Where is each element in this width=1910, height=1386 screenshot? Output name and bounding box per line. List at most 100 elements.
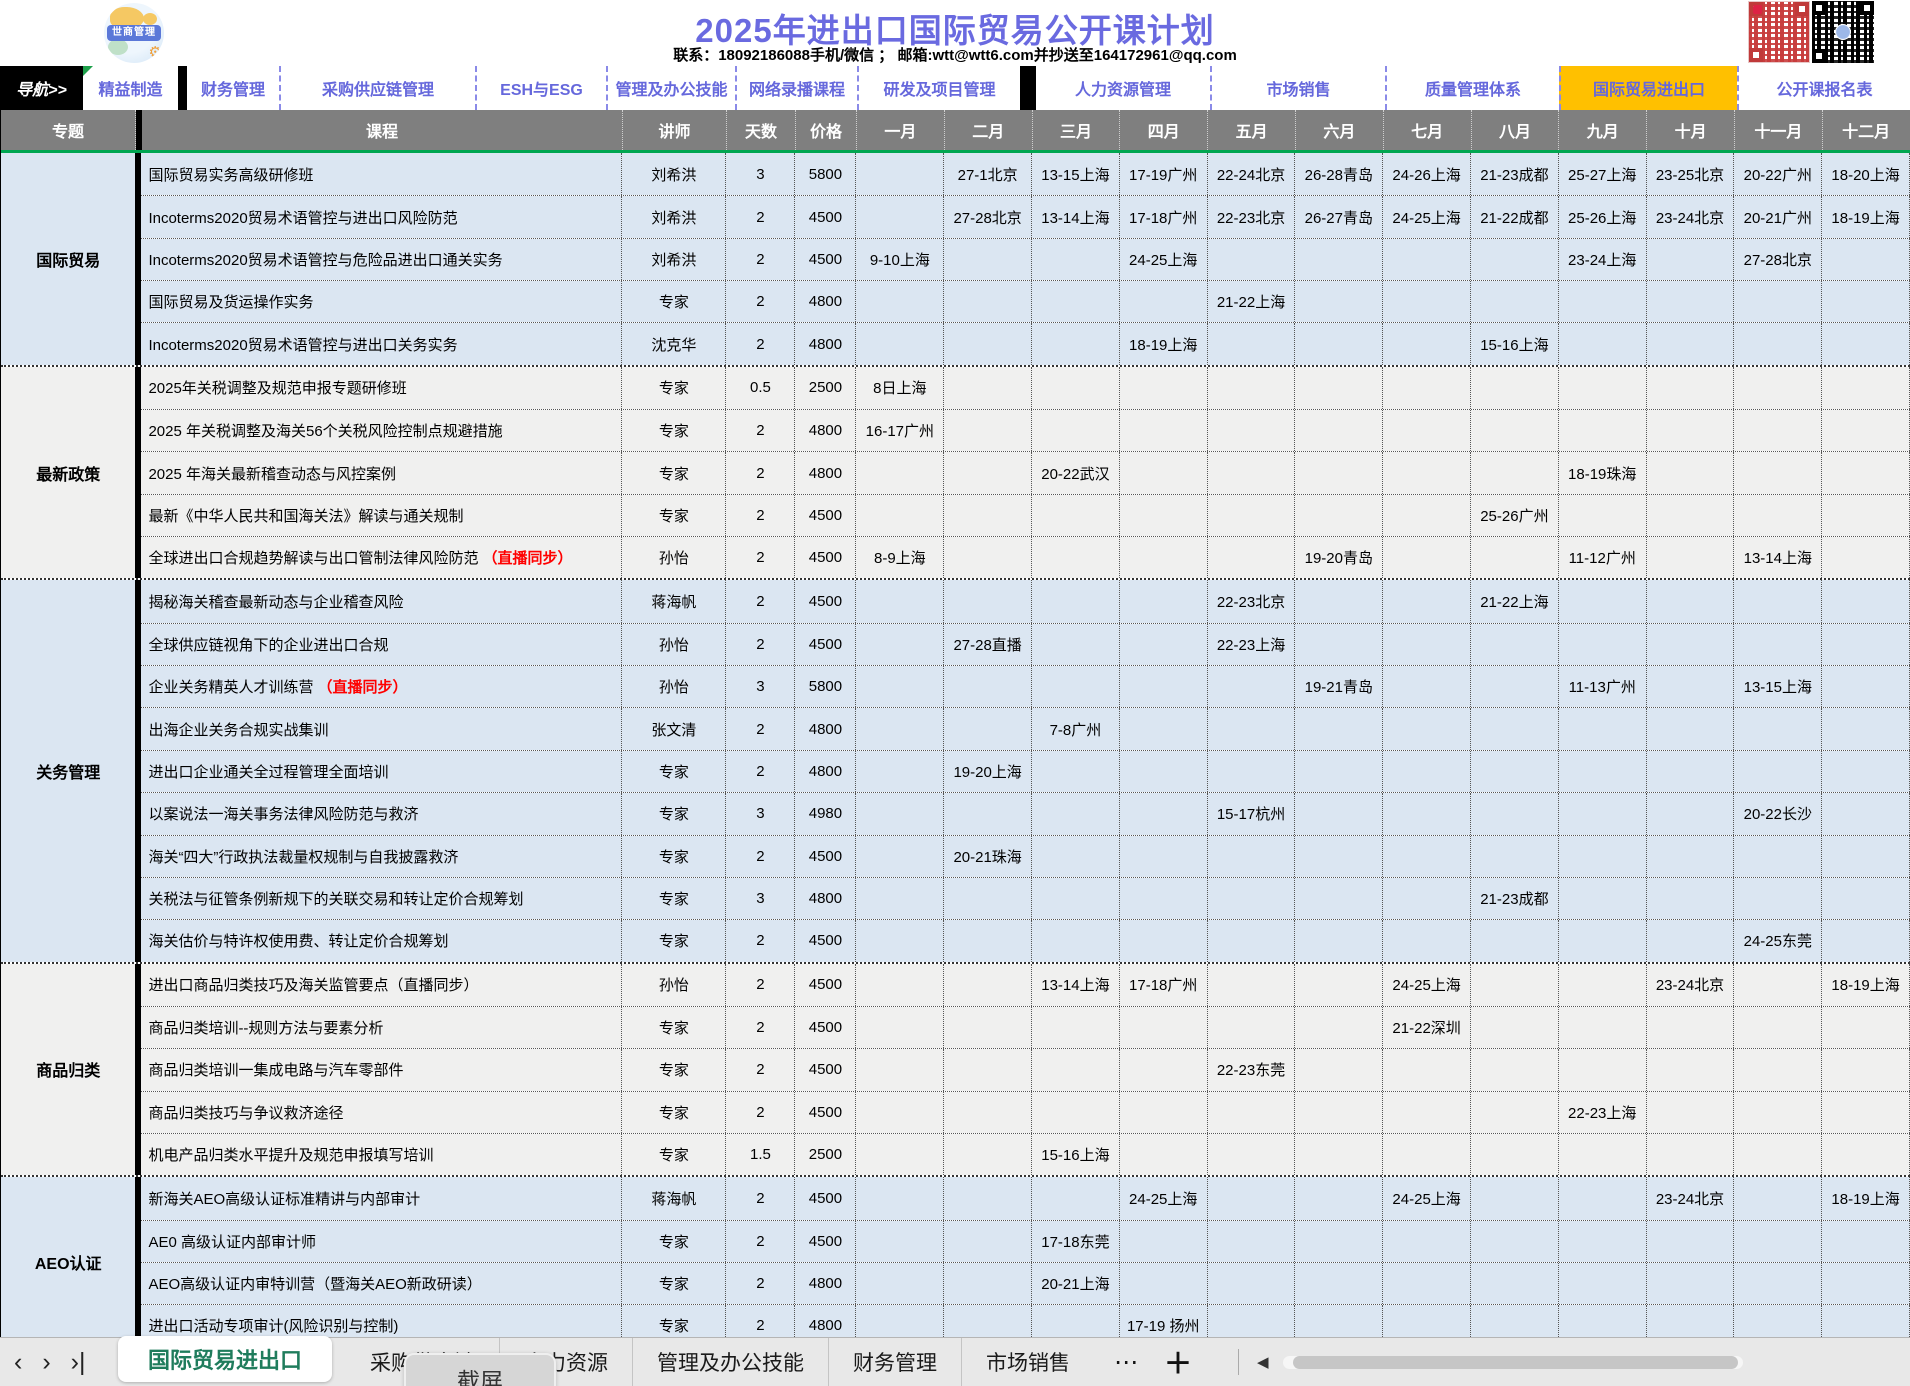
schedule-cell-十月[interactable] — [1646, 1049, 1735, 1091]
schedule-cell-十一月[interactable] — [1734, 1049, 1823, 1091]
teacher-cell[interactable]: 专家 — [622, 494, 727, 537]
course-name-cell[interactable]: 机电产品归类水平提升及规范申报填写培训 — [141, 1133, 623, 1176]
schedule-cell-七月[interactable]: 24-25上海 — [1383, 963, 1472, 1006]
schedule-cell-十月[interactable] — [1646, 877, 1735, 920]
course-name-cell[interactable]: 进出口企业通关全过程管理全面培训 — [141, 750, 623, 793]
schedule-cell-六月[interactable] — [1295, 1177, 1384, 1220]
schedule-cell-二月[interactable] — [944, 708, 1033, 750]
schedule-cell-一月[interactable] — [856, 323, 945, 365]
schedule-cell-三月[interactable] — [1032, 494, 1120, 537]
schedule-cell-四月[interactable] — [1119, 877, 1208, 920]
schedule-cell-四月[interactable] — [1119, 580, 1208, 623]
schedule-cell-一月[interactable] — [856, 963, 945, 1006]
schedule-cell-二月[interactable] — [944, 281, 1033, 323]
schedule-cell-六月[interactable] — [1295, 1049, 1384, 1091]
schedule-cell-四月[interactable]: 17-18广州 — [1119, 963, 1208, 1006]
schedule-cell-八月[interactable] — [1471, 1220, 1559, 1262]
course-name-cell[interactable]: 新海关AEO高级认证标准精讲与内部审计 — [141, 1177, 623, 1220]
schedule-cell-十二月[interactable] — [1822, 877, 1910, 920]
schedule-cell-八月[interactable]: 21-22成都 — [1471, 196, 1559, 238]
schedule-cell-一月[interactable] — [856, 1220, 945, 1262]
schedule-cell-五月[interactable] — [1207, 708, 1296, 750]
schedule-cell-三月[interactable]: 20-22武汉 — [1032, 452, 1120, 494]
course-name-cell[interactable]: 最新《中华人民共和国海关法》解读与通关规制 — [141, 494, 623, 537]
days-cell[interactable]: 3 — [726, 877, 796, 920]
course-name-cell[interactable]: 出海企业关务合规实战集训 — [141, 708, 623, 750]
schedule-cell-九月[interactable] — [1558, 1220, 1647, 1262]
schedule-cell-二月[interactable]: 27-28北京 — [944, 196, 1033, 238]
schedule-cell-三月[interactable] — [1032, 1049, 1120, 1091]
teacher-cell[interactable]: 专家 — [622, 1133, 727, 1176]
schedule-cell-十二月[interactable] — [1822, 1220, 1910, 1262]
schedule-cell-六月[interactable]: 19-20青岛 — [1295, 537, 1384, 579]
schedule-cell-五月[interactable] — [1207, 920, 1296, 962]
schedule-cell-五月[interactable] — [1207, 238, 1296, 281]
price-cell[interactable]: 4500 — [795, 494, 857, 537]
schedule-cell-七月[interactable] — [1383, 623, 1472, 666]
schedule-cell-八月[interactable] — [1471, 537, 1559, 579]
schedule-cell-一月[interactable] — [856, 1091, 945, 1133]
schedule-cell-十月[interactable] — [1646, 1006, 1735, 1049]
schedule-cell-二月[interactable] — [944, 238, 1033, 281]
schedule-cell-十二月[interactable]: 18-19上海 — [1822, 963, 1910, 1006]
course-name-cell[interactable]: 2025 年海关最新稽查动态与风控案例 — [141, 452, 623, 494]
schedule-cell-八月[interactable] — [1471, 623, 1559, 666]
next-sheet-arrow-icon[interactable]: › — [42, 1347, 51, 1376]
schedule-cell-十二月[interactable] — [1822, 494, 1910, 537]
days-cell[interactable]: 1.5 — [726, 1133, 796, 1176]
schedule-cell-十二月[interactable]: 18-19上海 — [1822, 196, 1910, 238]
schedule-cell-四月[interactable] — [1119, 666, 1208, 708]
course-name-cell[interactable]: 商品归类培训一集成电路与汽车零部件 — [141, 1049, 623, 1091]
schedule-cell-十一月[interactable]: 13-14上海 — [1734, 537, 1823, 579]
price-cell[interactable]: 5800 — [795, 666, 857, 708]
schedule-cell-三月[interactable]: 17-18东莞 — [1032, 1220, 1120, 1262]
schedule-cell-十月[interactable] — [1646, 666, 1735, 708]
schedule-cell-五月[interactable] — [1207, 1177, 1296, 1220]
schedule-cell-四月[interactable]: 17-19广州 — [1119, 153, 1208, 196]
schedule-cell-十二月[interactable] — [1822, 1091, 1910, 1133]
schedule-cell-二月[interactable] — [944, 1220, 1033, 1262]
sheet-tab-active[interactable]: 国际贸易进出口 — [118, 1336, 333, 1382]
schedule-cell-二月[interactable] — [944, 666, 1033, 708]
schedule-cell-一月[interactable] — [856, 153, 945, 196]
schedule-cell-七月[interactable] — [1383, 410, 1472, 452]
schedule-cell-三月[interactable] — [1032, 750, 1120, 793]
schedule-cell-九月[interactable]: 18-19珠海 — [1558, 452, 1647, 494]
schedule-cell-七月[interactable] — [1383, 835, 1472, 877]
schedule-cell-五月[interactable] — [1207, 877, 1296, 920]
schedule-cell-二月[interactable] — [944, 366, 1033, 410]
schedule-cell-一月[interactable] — [856, 1006, 945, 1049]
teacher-cell[interactable]: 专家 — [622, 1091, 727, 1133]
schedule-cell-十一月[interactable] — [1734, 963, 1823, 1006]
nav-tab-精益制造[interactable]: 精益制造 — [83, 66, 178, 110]
course-name-cell[interactable]: 全球进出口合规趋势解读与出口管制法律风险防范 （直播同步） — [141, 537, 623, 579]
schedule-cell-七月[interactable] — [1383, 537, 1472, 579]
schedule-cell-七月[interactable] — [1383, 750, 1472, 793]
days-cell[interactable]: 2 — [726, 323, 796, 365]
teacher-cell[interactable]: 孙怡 — [622, 666, 727, 708]
schedule-cell-九月[interactable] — [1558, 623, 1647, 666]
schedule-cell-七月[interactable] — [1383, 323, 1472, 365]
schedule-cell-九月[interactable] — [1558, 1049, 1647, 1091]
schedule-cell-九月[interactable] — [1558, 750, 1647, 793]
schedule-cell-九月[interactable]: 11-12广州 — [1558, 537, 1647, 579]
schedule-cell-一月[interactable] — [856, 281, 945, 323]
schedule-cell-六月[interactable] — [1295, 623, 1384, 666]
schedule-cell-六月[interactable] — [1295, 1220, 1384, 1262]
schedule-cell-十一月[interactable] — [1734, 281, 1823, 323]
price-cell[interactable]: 4800 — [795, 452, 857, 494]
schedule-cell-十一月[interactable] — [1734, 323, 1823, 365]
schedule-cell-十一月[interactable]: 20-22长沙 — [1734, 793, 1823, 835]
schedule-cell-十月[interactable]: 23-25北京 — [1646, 153, 1735, 196]
schedule-cell-三月[interactable] — [1032, 366, 1120, 410]
teacher-cell[interactable]: 沈克华 — [622, 323, 727, 365]
schedule-cell-三月[interactable] — [1032, 580, 1120, 623]
price-cell[interactable]: 4500 — [795, 537, 857, 579]
schedule-cell-九月[interactable] — [1558, 1177, 1647, 1220]
schedule-cell-八月[interactable] — [1471, 666, 1559, 708]
schedule-cell-五月[interactable] — [1207, 323, 1296, 365]
schedule-cell-十一月[interactable] — [1734, 877, 1823, 920]
course-name-cell[interactable]: 商品归类培训--规则方法与要素分析 — [141, 1006, 623, 1049]
schedule-cell-十一月[interactable]: 24-25东莞 — [1734, 920, 1823, 962]
schedule-cell-七月[interactable] — [1383, 580, 1472, 623]
